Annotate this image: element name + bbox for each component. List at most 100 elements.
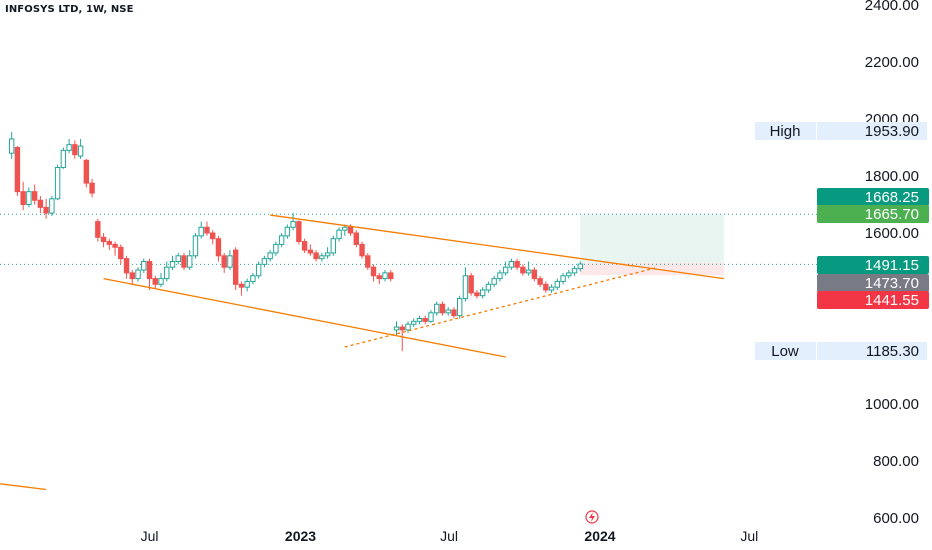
candle [359, 241, 365, 259]
candles [8, 131, 584, 352]
candle [261, 255, 268, 268]
candle-body [129, 272, 135, 280]
candle-body [347, 226, 354, 234]
candle-body [502, 266, 509, 274]
candle-body [106, 241, 113, 245]
candle [491, 275, 497, 288]
candle [54, 164, 61, 201]
candle-body [238, 283, 245, 288]
candle-body [411, 320, 417, 325]
candle [60, 147, 67, 169]
candle-body [577, 263, 584, 270]
flash-icon[interactable] [585, 510, 599, 524]
candle [330, 235, 337, 256]
candle-body [560, 275, 566, 282]
candle [244, 278, 250, 292]
trendline [103, 277, 506, 358]
candle-body [479, 289, 486, 297]
candle-body [250, 275, 256, 282]
candle-body [89, 182, 95, 194]
candle [525, 261, 532, 276]
time-axis-label: Jul [141, 528, 159, 544]
candle-body [434, 303, 440, 314]
candle [83, 158, 90, 188]
candle [382, 270, 388, 282]
candle [14, 146, 21, 196]
candle-body [244, 280, 250, 288]
candle [428, 309, 434, 323]
candle [479, 287, 486, 299]
candle [336, 227, 342, 242]
trendlines[interactable] [0, 214, 724, 491]
candle [474, 290, 480, 299]
candle-body [548, 286, 555, 291]
candle [422, 315, 428, 325]
candle [232, 247, 239, 290]
candle-body [336, 229, 342, 240]
time-axis-label: Jul [740, 528, 758, 544]
candle [112, 241, 118, 256]
candle-body [158, 278, 164, 285]
price-tag-bg [817, 274, 929, 292]
candle-body [290, 221, 296, 228]
candle-body [543, 283, 549, 291]
price-tag-value-bg [817, 122, 927, 140]
candle-body [273, 243, 279, 254]
candle [238, 281, 245, 296]
candle-body [152, 278, 158, 285]
candle-body [221, 255, 227, 268]
candle [215, 235, 222, 262]
candle [43, 198, 49, 219]
candle-body [267, 252, 273, 260]
candle [434, 301, 440, 316]
candle [204, 221, 210, 236]
candle [26, 187, 32, 208]
candle [284, 224, 291, 239]
time-axis[interactable]: Jul 2023 Jul 2024 Jul [141, 528, 759, 544]
candle-body [60, 149, 67, 168]
candle [554, 278, 561, 290]
candle [198, 221, 204, 239]
candle-body [537, 278, 543, 285]
candle [227, 250, 233, 271]
price-axis-label: 2400.00 [865, 0, 919, 14]
trendline [0, 483, 47, 491]
candle [520, 264, 526, 276]
candle [399, 324, 405, 352]
candle [169, 255, 176, 271]
candle-body [382, 272, 388, 280]
candle-body [37, 199, 44, 208]
price-tag-value: 1441.55 [865, 292, 919, 309]
candle [100, 233, 107, 248]
candle [531, 267, 538, 282]
candle [376, 272, 382, 285]
candle [158, 272, 164, 288]
candle-body [520, 266, 526, 274]
candle [72, 140, 78, 159]
candle-body [428, 312, 434, 322]
candle-body [72, 144, 78, 156]
candle [89, 178, 95, 198]
price-tag-label-bg [755, 342, 816, 360]
candle-body [187, 255, 193, 268]
candle [514, 258, 520, 271]
candle [106, 238, 113, 251]
candle [250, 272, 256, 285]
candle [462, 267, 469, 302]
candle-body [26, 191, 32, 206]
trendline [344, 267, 656, 348]
candle-body [118, 246, 124, 260]
price-axis-label: 2200.00 [865, 54, 919, 71]
candle [577, 261, 584, 272]
candle [123, 255, 130, 279]
candle-body [215, 238, 222, 257]
candle-body [342, 226, 348, 231]
candle-body [456, 298, 463, 317]
candle-body [388, 272, 394, 280]
candle-body [198, 226, 204, 237]
price-tag-bg [817, 205, 929, 223]
price-tag-value: 1953.90 [865, 123, 919, 140]
price-tag-label: Low [771, 343, 799, 360]
candle-body [497, 272, 503, 280]
